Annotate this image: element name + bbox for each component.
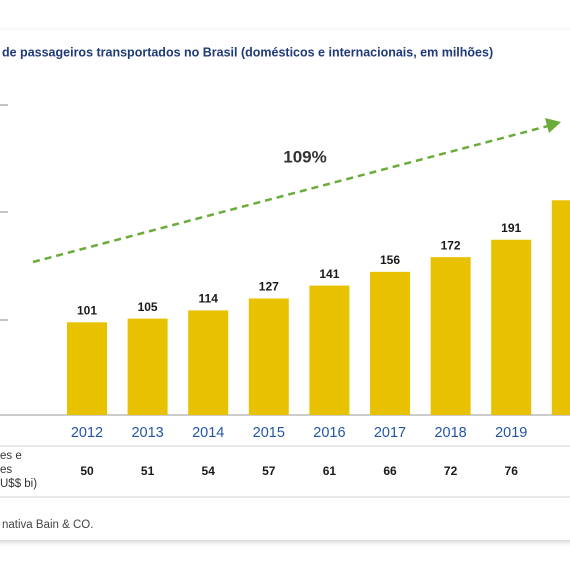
arrow-head bbox=[545, 118, 561, 133]
value-label: 141 bbox=[319, 267, 339, 281]
row-value: 51 bbox=[141, 464, 155, 478]
value-label: 105 bbox=[138, 300, 158, 314]
annotation: 109% bbox=[283, 147, 326, 166]
x-tick-label: 2014 bbox=[192, 425, 224, 441]
value-label: 156 bbox=[380, 253, 400, 267]
value-label: 101 bbox=[77, 303, 97, 317]
x-tick-label: 2018 bbox=[434, 425, 466, 441]
bar bbox=[491, 239, 532, 415]
row-value: 61 bbox=[323, 464, 337, 478]
bar bbox=[248, 298, 289, 415]
row-value: 72 bbox=[444, 464, 458, 478]
bar bbox=[370, 271, 410, 415]
x-tick-label: 2012 bbox=[71, 425, 103, 441]
bar bbox=[188, 310, 229, 415]
row-value: 57 bbox=[262, 464, 276, 478]
footer: nativa Bain & CO. bbox=[2, 519, 93, 531]
row-label: es bbox=[0, 464, 12, 476]
row-label: U$$ bi) bbox=[0, 478, 37, 490]
x-tick-label: 2015 bbox=[253, 425, 285, 441]
trend-arrow bbox=[32, 124, 549, 264]
bar bbox=[127, 318, 168, 415]
bar bbox=[551, 200, 570, 415]
x-tick-label: 2013 bbox=[131, 425, 163, 441]
row-value: 76 bbox=[505, 464, 519, 478]
bar bbox=[430, 257, 471, 415]
panel bbox=[0, 30, 570, 540]
value-label: 114 bbox=[199, 292, 219, 306]
bar bbox=[309, 285, 350, 415]
value-label: 127 bbox=[259, 280, 279, 294]
chart-title: de passageiros transportados no Brasil (… bbox=[2, 45, 493, 59]
bar bbox=[67, 322, 107, 415]
x-tick-label: 2019 bbox=[495, 425, 527, 441]
row-value: 54 bbox=[202, 464, 216, 478]
x-tick-label: 2016 bbox=[313, 425, 345, 441]
value-label: 191 bbox=[501, 221, 521, 235]
x-tick-label: 2017 bbox=[374, 425, 406, 441]
row-value: 50 bbox=[80, 464, 94, 478]
value-label: 172 bbox=[441, 238, 461, 252]
row-value: 66 bbox=[383, 464, 397, 478]
row-label: es e bbox=[0, 450, 22, 462]
